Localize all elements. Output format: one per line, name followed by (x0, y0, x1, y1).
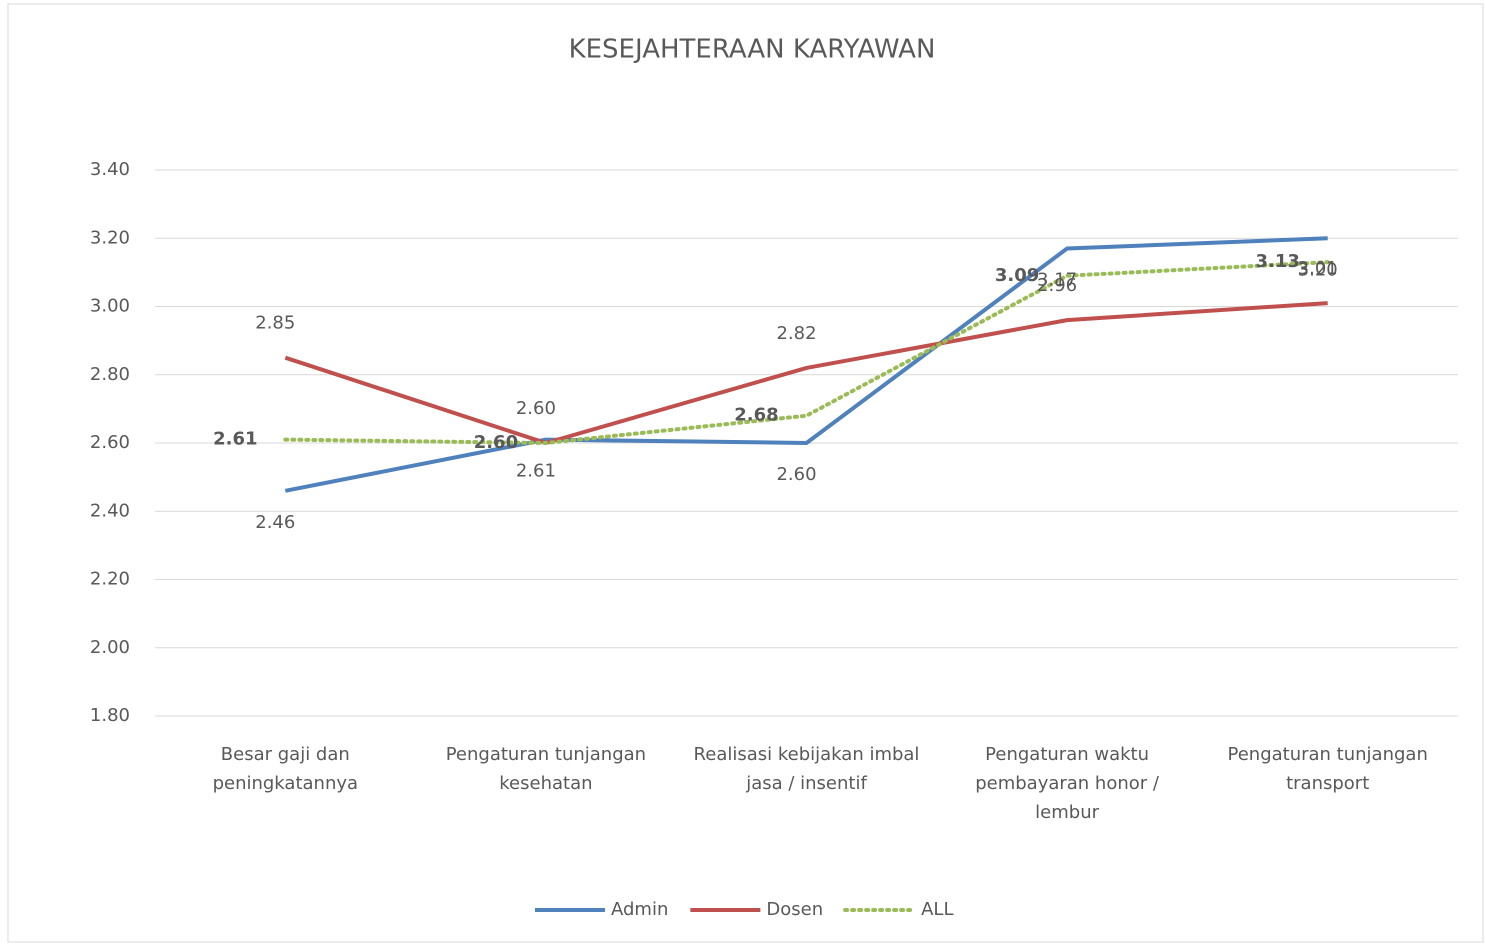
legend-label: ALL (921, 899, 953, 920)
data-label: 2.82 (776, 323, 816, 344)
data-label: 2.68 (734, 405, 778, 426)
y-tick-label: 2.40 (90, 500, 130, 521)
y-tick-label: 3.20 (90, 227, 130, 248)
x-tick-label: Pengaturan tunjangan transport (1227, 744, 1428, 794)
data-label: 2.61 (516, 461, 556, 482)
data-label: 3.09 (995, 265, 1039, 286)
data-label: 2.96 (1037, 275, 1077, 296)
data-label: 3.20 (1298, 259, 1338, 280)
data-label: 2.60 (474, 432, 518, 453)
legend-label: Dosen (766, 899, 823, 920)
y-tick-label: 2.00 (90, 637, 130, 658)
series-line (284, 236, 1328, 493)
data-label: 2.85 (255, 313, 295, 334)
y-tick-label: 3.00 (90, 296, 130, 317)
data-label: 2.60 (776, 464, 816, 485)
y-tick-label: 2.80 (90, 364, 130, 385)
y-tick-label: 2.20 (90, 569, 130, 590)
x-tick-label: Pengaturan tunjangan kesehatan (445, 744, 647, 794)
x-tick-label: Besar gaji dan peningkatannya (212, 744, 359, 794)
x-tick-label: Pengaturan waktu pembayaran honor / lemb… (975, 744, 1159, 823)
data-label: 2.46 (255, 512, 295, 533)
data-label: 2.60 (516, 398, 556, 419)
y-tick-label: 3.40 (90, 159, 130, 180)
legend-label: Admin (611, 899, 668, 920)
data-label: 3.13 (1255, 251, 1299, 272)
data-label: 3.17 (1037, 269, 1077, 290)
x-tick-label: Realisasi kebijakan imbal jasa / insenti… (693, 744, 920, 794)
data-label: 3.01 (1298, 258, 1338, 279)
chart-border (7, 3, 1484, 943)
y-tick-label: 2.60 (90, 432, 130, 453)
y-tick-label: 1.80 (90, 705, 130, 726)
series-line (284, 301, 1328, 445)
chart-title: KESEJAHTERAAN KARYAWAN (569, 35, 936, 65)
data-label: 2.61 (213, 429, 257, 450)
series-line (283, 260, 1330, 445)
